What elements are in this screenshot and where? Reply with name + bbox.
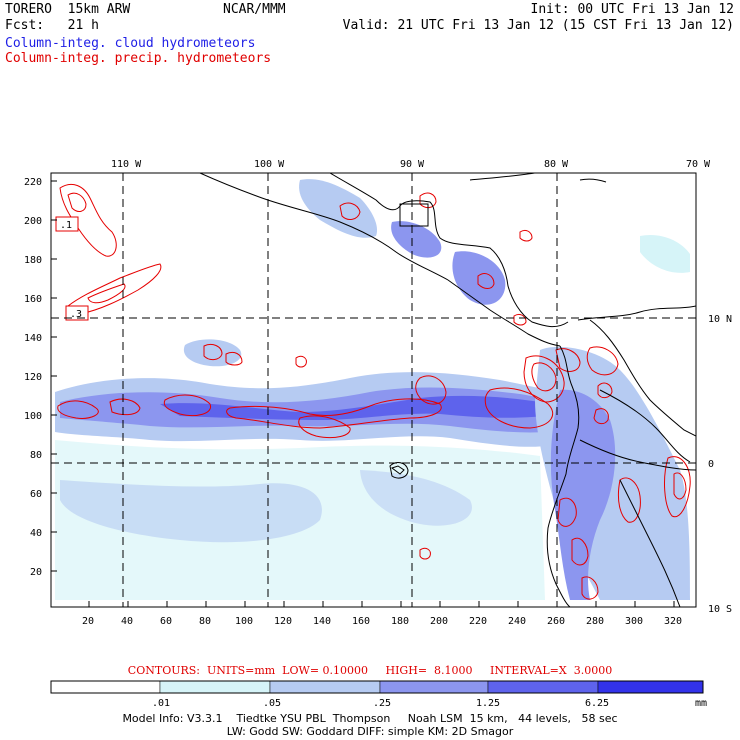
colorbar-cell (159, 680, 271, 694)
lon-labels: 110 W 100 W 90 W 80 W 70 W (111, 159, 711, 170)
lon-label-90w: 90 W (400, 159, 425, 170)
valid-time: Valid: 21 UTC Fri 13 Jan 12 (15 CST Fri … (342, 18, 734, 33)
colorbar-cell (597, 680, 704, 694)
x-tick: 100 (235, 616, 253, 627)
y-tick: 160 (24, 294, 42, 305)
map-frame (50, 172, 697, 608)
x-tick: 240 (508, 616, 526, 627)
lat-labels: 10 N 0 10 S (708, 314, 732, 615)
cloud-shading (55, 179, 690, 600)
lon-label-100w: 100 W (254, 159, 285, 170)
contour-info: CONTOURS: UNITS=mm LOW= 0.10000 HIGH= 8.… (127, 664, 613, 677)
latlon-grid (51, 173, 696, 607)
init-time: Init: 00 UTC Fri 13 Jan 12 (530, 2, 735, 17)
y-tick: 200 (24, 216, 42, 227)
y-tick: 120 (24, 372, 42, 383)
coastlines (199, 173, 696, 607)
box-label-3: .3 (70, 309, 82, 320)
x-tick: 140 (313, 616, 331, 627)
model-info-line2: LW: Godd SW: Goddard DIFF: simple KM: 2D… (226, 725, 514, 738)
x-axis: 20 40 60 80 100 120 140 160 180 200 220 … (82, 601, 682, 627)
y-tick: 40 (30, 528, 42, 539)
organization: NCAR/MMM (223, 2, 286, 17)
colorbar-label: .01 (152, 698, 170, 709)
x-tick: 320 (664, 616, 682, 627)
lat-label-0: 0 (708, 459, 714, 470)
colorbar-cell (269, 680, 381, 694)
y-tick: 80 (30, 450, 42, 461)
lon-label-70w: 70 W (686, 159, 711, 170)
y-tick: 60 (30, 489, 42, 500)
y-tick: 100 (24, 411, 42, 422)
colorbar-frame (50, 680, 704, 694)
colorbar-label: .05 (263, 698, 281, 709)
x-tick: 60 (160, 616, 172, 627)
colorbar-label: .25 (373, 698, 391, 709)
model-title: TORERO 15km ARW (5, 2, 131, 17)
x-tick: 40 (121, 616, 133, 627)
y-tick: 20 (30, 567, 42, 578)
colorbar-cell (487, 680, 599, 694)
x-tick: 300 (625, 616, 643, 627)
lon-label-80w: 80 W (544, 159, 569, 170)
colorbar-label: 6.25 (585, 698, 609, 709)
model-info-line1: Model Info: V3.3.1 Tiedtke YSU PBL Thomp… (122, 712, 618, 725)
precip-field-label: Column-integ. precip. hydrometeors (5, 51, 272, 66)
y-tick: 140 (24, 333, 42, 344)
x-tick: 260 (547, 616, 565, 627)
x-tick: 20 (82, 616, 94, 627)
forecast-hour: Fcst: 21 h (5, 18, 99, 33)
x-tick: 160 (352, 616, 370, 627)
lon-label-110w: 110 W (111, 159, 142, 170)
y-tick: 220 (24, 177, 42, 188)
box-labels: .1 .3 (55, 216, 89, 321)
forecast-map: .1 .3 110 W 100 W 90 W 80 W 70 W 10 N 0 … (24, 159, 732, 627)
x-tick: 220 (469, 616, 487, 627)
x-tick: 280 (586, 616, 604, 627)
colorbar-cell (379, 680, 489, 694)
cloud-field-label: Column-integ. cloud hydrometeors (5, 36, 256, 51)
y-axis: 220 200 180 160 140 120 100 80 60 40 20 (24, 177, 57, 578)
colorbar-unit: mm (695, 698, 707, 709)
colorbar: .01 .05 .25 1.25 6.25 mm (50, 680, 707, 709)
y-tick: 180 (24, 255, 42, 266)
box-label-1: .1 (60, 220, 72, 231)
colorbar-label: 1.25 (476, 698, 500, 709)
precip-contours (57, 183, 691, 600)
x-tick: 120 (274, 616, 292, 627)
lat-label-10s: 10 S (708, 604, 732, 615)
colorbar-cell (50, 680, 161, 694)
x-tick: 180 (391, 616, 409, 627)
lat-label-10n: 10 N (708, 314, 732, 325)
x-tick: 80 (199, 616, 211, 627)
x-tick: 200 (430, 616, 448, 627)
